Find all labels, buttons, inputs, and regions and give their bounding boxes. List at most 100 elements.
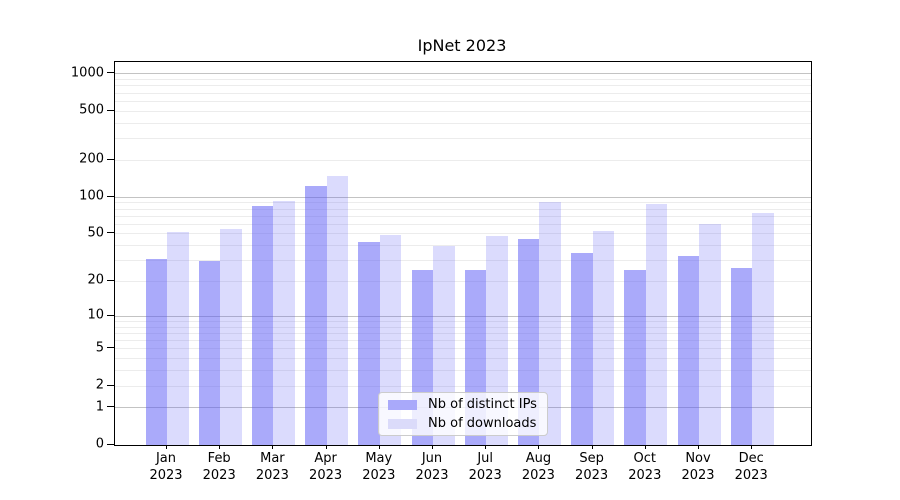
bar-nb-of-distinct-ips-oct <box>624 270 646 445</box>
x-tick-mark <box>698 445 699 449</box>
y-tick-mark <box>107 314 114 316</box>
y-tick-label: 1 <box>95 399 104 415</box>
x-tick-label: Dec 2023 <box>719 451 783 485</box>
x-tick-year: 2023 <box>628 467 662 483</box>
bar-nb-of-distinct-ips-sep <box>571 252 593 445</box>
x-tick-month: Oct <box>633 451 657 466</box>
bar-nb-of-distinct-ips-nov <box>677 255 699 445</box>
y-tick-label: 5 <box>95 340 104 356</box>
y-tick-label: 10 <box>87 307 104 323</box>
gridline-minor <box>115 110 811 112</box>
x-tick-year: 2023 <box>468 467 502 483</box>
gridline-minor <box>115 85 811 87</box>
x-tick-label: Aug 2023 <box>506 451 570 485</box>
x-tick-label: Jul 2023 <box>453 451 517 485</box>
x-tick-year: 2023 <box>734 467 768 483</box>
gridline-minor <box>115 138 811 139</box>
y-tick-label: 20 <box>87 272 104 288</box>
x-tick-month: Jul <box>477 451 494 466</box>
gridline-minor <box>115 370 811 372</box>
bar-nb-of-downloads-apr <box>326 176 349 445</box>
x-tick-month: Dec <box>738 451 764 466</box>
gridline-minor <box>115 280 811 282</box>
gridline-minor <box>115 92 811 94</box>
gridline-minor <box>115 202 811 204</box>
x-tick-year: 2023 <box>575 467 609 483</box>
y-tick-mark <box>107 384 114 386</box>
bar-nb-of-downloads-aug <box>539 202 561 445</box>
y-tick-mark <box>107 232 114 234</box>
y-tick-label: 100 <box>79 188 104 204</box>
y-tick-mark <box>107 109 114 111</box>
bar-nb-of-distinct-ips-jan <box>145 258 167 445</box>
legend-label-distinct-ips: Nb of distinct IPs <box>428 397 537 412</box>
x-tick-label: Feb 2023 <box>187 451 251 485</box>
x-tick-month: Apr <box>314 451 337 466</box>
x-tick-year: 2023 <box>309 467 343 483</box>
gridline-minor <box>115 339 811 341</box>
gridline-minor <box>115 260 811 262</box>
bar-nb-of-downloads-dec <box>752 213 774 445</box>
y-tick-label: 50 <box>87 225 104 241</box>
plot-area <box>114 61 812 446</box>
x-tick-month: Nov <box>685 451 711 466</box>
x-tick-mark <box>272 445 274 449</box>
bar-nb-of-distinct-ips-may <box>358 241 380 445</box>
x-tick-year: 2023 <box>415 467 449 483</box>
x-tick-mark <box>432 445 433 449</box>
gridline-minor <box>115 79 811 81</box>
x-tick-mark <box>591 445 593 449</box>
y-tick-mark <box>107 406 114 408</box>
gridline-minor <box>115 385 811 387</box>
gridline-minor <box>115 332 811 334</box>
bar-nb-of-distinct-ips-feb <box>198 260 221 445</box>
gridline-minor <box>115 100 811 102</box>
y-tick-mark <box>107 72 114 74</box>
x-tick-year: 2023 <box>521 467 555 483</box>
gridline-minor <box>115 326 811 328</box>
x-tick-mark <box>378 445 380 449</box>
chart-title: IpNet 2023 <box>417 36 507 55</box>
y-tick-mark <box>107 279 114 281</box>
x-tick-label: Jun 2023 <box>400 451 464 485</box>
bar-nb-of-downloads-oct <box>645 203 668 445</box>
bar-nb-of-distinct-ips-dec <box>730 268 753 445</box>
legend-swatch-distinct-ips <box>388 399 417 410</box>
gridline-major <box>115 315 811 317</box>
legend-label-downloads: Nb of downloads <box>428 416 537 431</box>
gridline-minor <box>115 223 811 225</box>
x-tick-month: Aug <box>525 451 552 466</box>
y-tick-label: 1000 <box>70 65 104 81</box>
gridline-minor <box>115 208 811 210</box>
y-tick-mark <box>107 443 114 445</box>
x-tick-month: Feb <box>207 451 231 466</box>
gridline-minor <box>115 348 811 350</box>
gridline-minor <box>115 159 811 161</box>
bar-nb-of-downloads-mar <box>273 201 295 445</box>
bar-nb-of-downloads-feb <box>220 228 242 445</box>
x-tick-label: Mar 2023 <box>240 451 304 485</box>
y-tick-mark <box>107 158 114 160</box>
y-tick-mark <box>107 195 114 197</box>
bar-nb-of-distinct-ips-apr <box>305 186 327 445</box>
x-tick-mark <box>325 445 327 449</box>
gridline-minor <box>115 215 811 217</box>
x-tick-month: Sep <box>579 451 604 466</box>
x-tick-month: Mar <box>260 451 285 466</box>
bar-nb-of-downloads-sep <box>592 230 615 445</box>
x-tick-year: 2023 <box>255 467 289 483</box>
x-tick-label: Jan 2023 <box>134 451 198 485</box>
x-tick-year: 2023 <box>681 467 715 483</box>
bar-nb-of-downloads-jan <box>167 231 189 445</box>
gridline-minor <box>115 320 811 322</box>
x-tick-year: 2023 <box>149 467 183 483</box>
x-tick-year: 2023 <box>362 467 396 483</box>
legend: Nb of distinct IPs Nb of downloads <box>378 392 548 436</box>
y-tick-label: 2 <box>95 377 104 393</box>
y-tick-mark <box>107 347 114 349</box>
x-tick-year: 2023 <box>202 467 236 483</box>
gridline-minor <box>115 358 811 360</box>
y-tick-label: 200 <box>79 151 104 167</box>
gridline-major <box>115 196 811 198</box>
x-tick-label: Oct 2023 <box>613 451 677 485</box>
